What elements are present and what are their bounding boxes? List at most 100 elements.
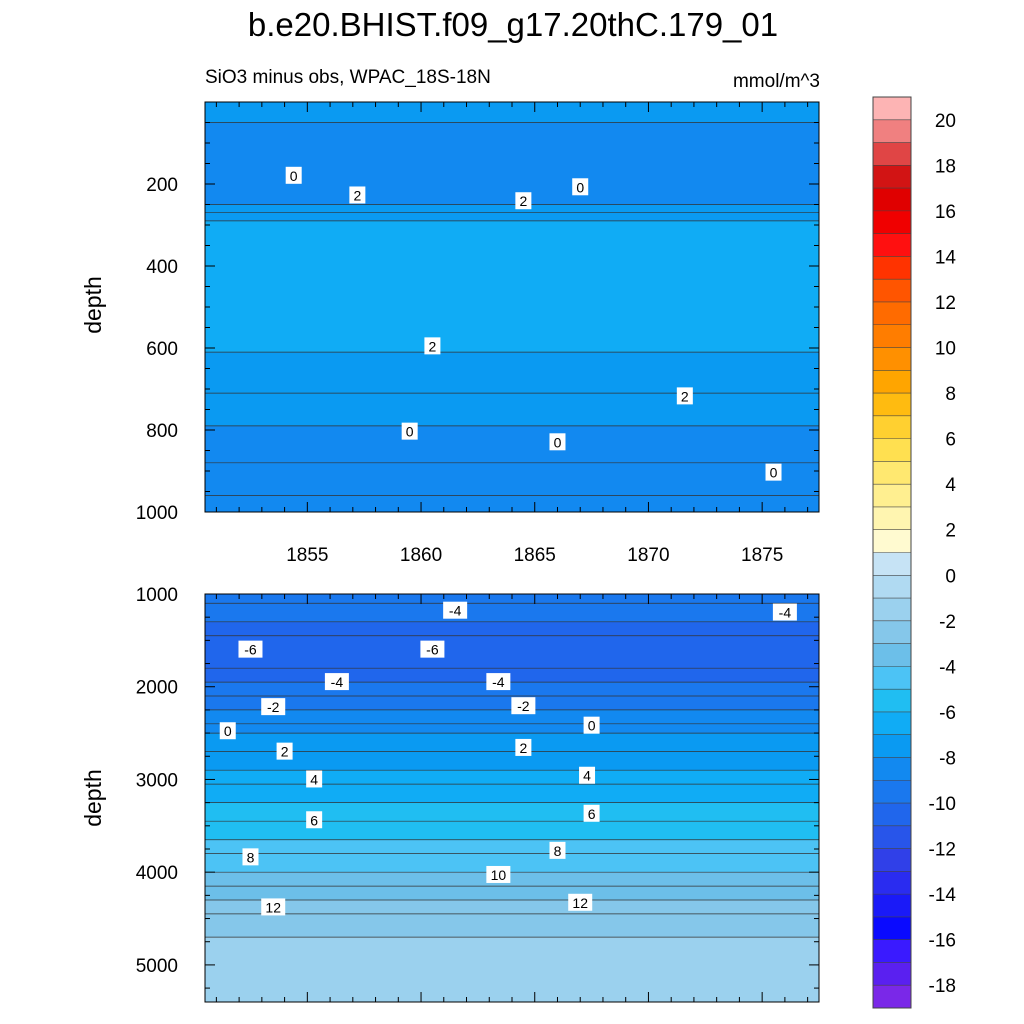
colorbar-box-19 [873, 529, 911, 553]
upper-ytick-label-2: 600 [146, 339, 178, 360]
colorbar-label-15: -10 [929, 794, 956, 815]
upper-contour-label-3: 2 [519, 193, 527, 209]
lower-contour-label-18: 10 [491, 867, 507, 883]
colorbar-label-18: -16 [929, 931, 956, 952]
colorbar-box-6 [873, 233, 911, 257]
colorbar-box-35 [873, 894, 911, 918]
colorbar-box-5 [873, 210, 911, 234]
colorbar-label-10: 0 [945, 566, 956, 587]
lower-contour-label-bg-0 [443, 601, 468, 619]
colorbar-label-8: 4 [945, 475, 956, 496]
lower-contour-label-bg-18 [486, 865, 511, 883]
chart-subtitle: SiO3 minus obs, WPAC_18S-18N [205, 67, 491, 88]
lower-contour-label-3: -6 [426, 642, 439, 658]
upper-contour-label-bg-1 [349, 186, 366, 204]
colorbar-box-13 [873, 393, 911, 417]
lower-contour-label-2: -6 [244, 642, 257, 658]
upper-xtick-label-0: 1855 [286, 545, 328, 566]
colorbar-box-2 [873, 142, 911, 166]
colorbar-box-39 [873, 985, 911, 1009]
upper-band-3 [205, 212, 819, 221]
upper-ytick-label-4: 1000 [136, 503, 178, 524]
colorbar-box-31 [873, 803, 911, 827]
lower-band-11 [205, 770, 819, 785]
colorbar-label-0: 20 [935, 111, 956, 132]
lower-band-4 [205, 668, 819, 683]
lower-band-19 [205, 900, 819, 914]
lower-ytick-label-3: 4000 [136, 863, 178, 884]
colorbar-label-13: -6 [939, 703, 956, 724]
upper-y-axis-label: depth [80, 276, 106, 334]
lower-contour-label-9: 0 [588, 718, 596, 734]
lower-contour-label-16: 8 [247, 849, 255, 865]
upper-contour-label-bg-6 [401, 422, 418, 440]
lower-band-9 [205, 733, 819, 752]
colorbar-box-4 [873, 188, 911, 212]
colorbar-label-17: -14 [929, 885, 957, 906]
lower-contour-label-bg-9 [583, 716, 600, 734]
colorbar-label-3: 14 [935, 247, 957, 268]
lower-panel: -4 -4 -6 -6 -4 -4 -2 -2 0 0 2 2 4 4 6 6 8 8 10 12 12 1000 2000… [136, 585, 820, 1003]
lower-band-21 [205, 937, 819, 1002]
upper-band-8 [205, 462, 819, 496]
upper-contour-label-6: 0 [406, 424, 414, 440]
lower-contour-label-bg-3 [420, 640, 445, 658]
colorbar-box-38 [873, 962, 911, 986]
colorbar-label-16: -12 [929, 840, 956, 861]
upper-band-5 [205, 352, 819, 394]
upper-ytick-label-0: 200 [146, 175, 178, 196]
upper-band-0 [205, 102, 819, 123]
lower-contour-label-7: -2 [517, 698, 530, 714]
colorbar-box-20 [873, 552, 911, 576]
lower-band-16 [205, 853, 819, 873]
colorbar: 20181614121086420-2-4-6-8-10-12-14-16-18… [872, 96, 957, 1024]
lower-contour-label-bg-11 [515, 738, 532, 756]
lower-contour-label-bg-10 [276, 742, 293, 760]
colorbar-label-11: -2 [939, 612, 956, 633]
lower-band-14 [205, 821, 819, 840]
colorbar-box-9 [873, 301, 911, 326]
colorbar-label-6: 8 [945, 384, 956, 405]
lower-contour-label-15: 6 [588, 806, 596, 822]
upper-contour-label-bg-3 [515, 192, 532, 210]
lower-y-axis-label: depth [80, 769, 106, 827]
lower-contour-label-bg-17 [549, 841, 566, 859]
lower-contour-label-11: 2 [519, 740, 527, 756]
colorbar-label-2: 16 [935, 202, 956, 223]
lower-contour-label-bg-13 [579, 766, 596, 784]
lower-contour-label-17: 8 [554, 843, 562, 859]
colorbar-box-21 [873, 575, 911, 599]
lower-contour-label-14: 6 [310, 812, 318, 828]
lower-contour-label-bg-2 [238, 640, 263, 658]
upper-contour-label-0: 0 [290, 168, 298, 184]
colorbar-box-3 [873, 165, 911, 189]
lower-band-13 [205, 802, 819, 822]
colorbar-box-30 [873, 780, 911, 804]
upper-band-1 [205, 122, 819, 205]
colorbar-box-23 [873, 620, 911, 644]
upper-contour-label-7: 0 [554, 434, 562, 450]
colorbar-label-20: -20 [929, 1022, 956, 1024]
lower-contour-label-1: -4 [779, 605, 792, 621]
upper-contour-label-1: 2 [353, 187, 361, 203]
lower-band-2 [205, 621, 819, 636]
colorbar-box-27 [873, 711, 911, 735]
lower-ytick-label-1: 2000 [136, 678, 178, 699]
colorbar-label-14: -8 [939, 748, 956, 769]
lower-contour-label-bg-5 [486, 673, 511, 691]
upper-contour-label-bg-2 [572, 178, 589, 196]
colorbar-label-9: 2 [945, 521, 956, 542]
colorbar-box-14 [873, 415, 911, 439]
upper-band-4 [205, 220, 819, 353]
lower-contour-label-bg-15 [583, 804, 600, 822]
upper-contour-label-4: 2 [429, 338, 437, 354]
upper-contour-label-bg-8 [765, 463, 782, 481]
lower-band-8 [205, 723, 819, 734]
colorbar-box-37 [873, 939, 911, 963]
colorbar-box-33 [873, 848, 911, 872]
upper-xtick-label-4: 1875 [741, 545, 783, 566]
upper-contour-label-bg-5 [676, 387, 693, 405]
colorbar-frame [872, 96, 912, 1009]
lower-contour-label-8: 0 [224, 723, 232, 739]
